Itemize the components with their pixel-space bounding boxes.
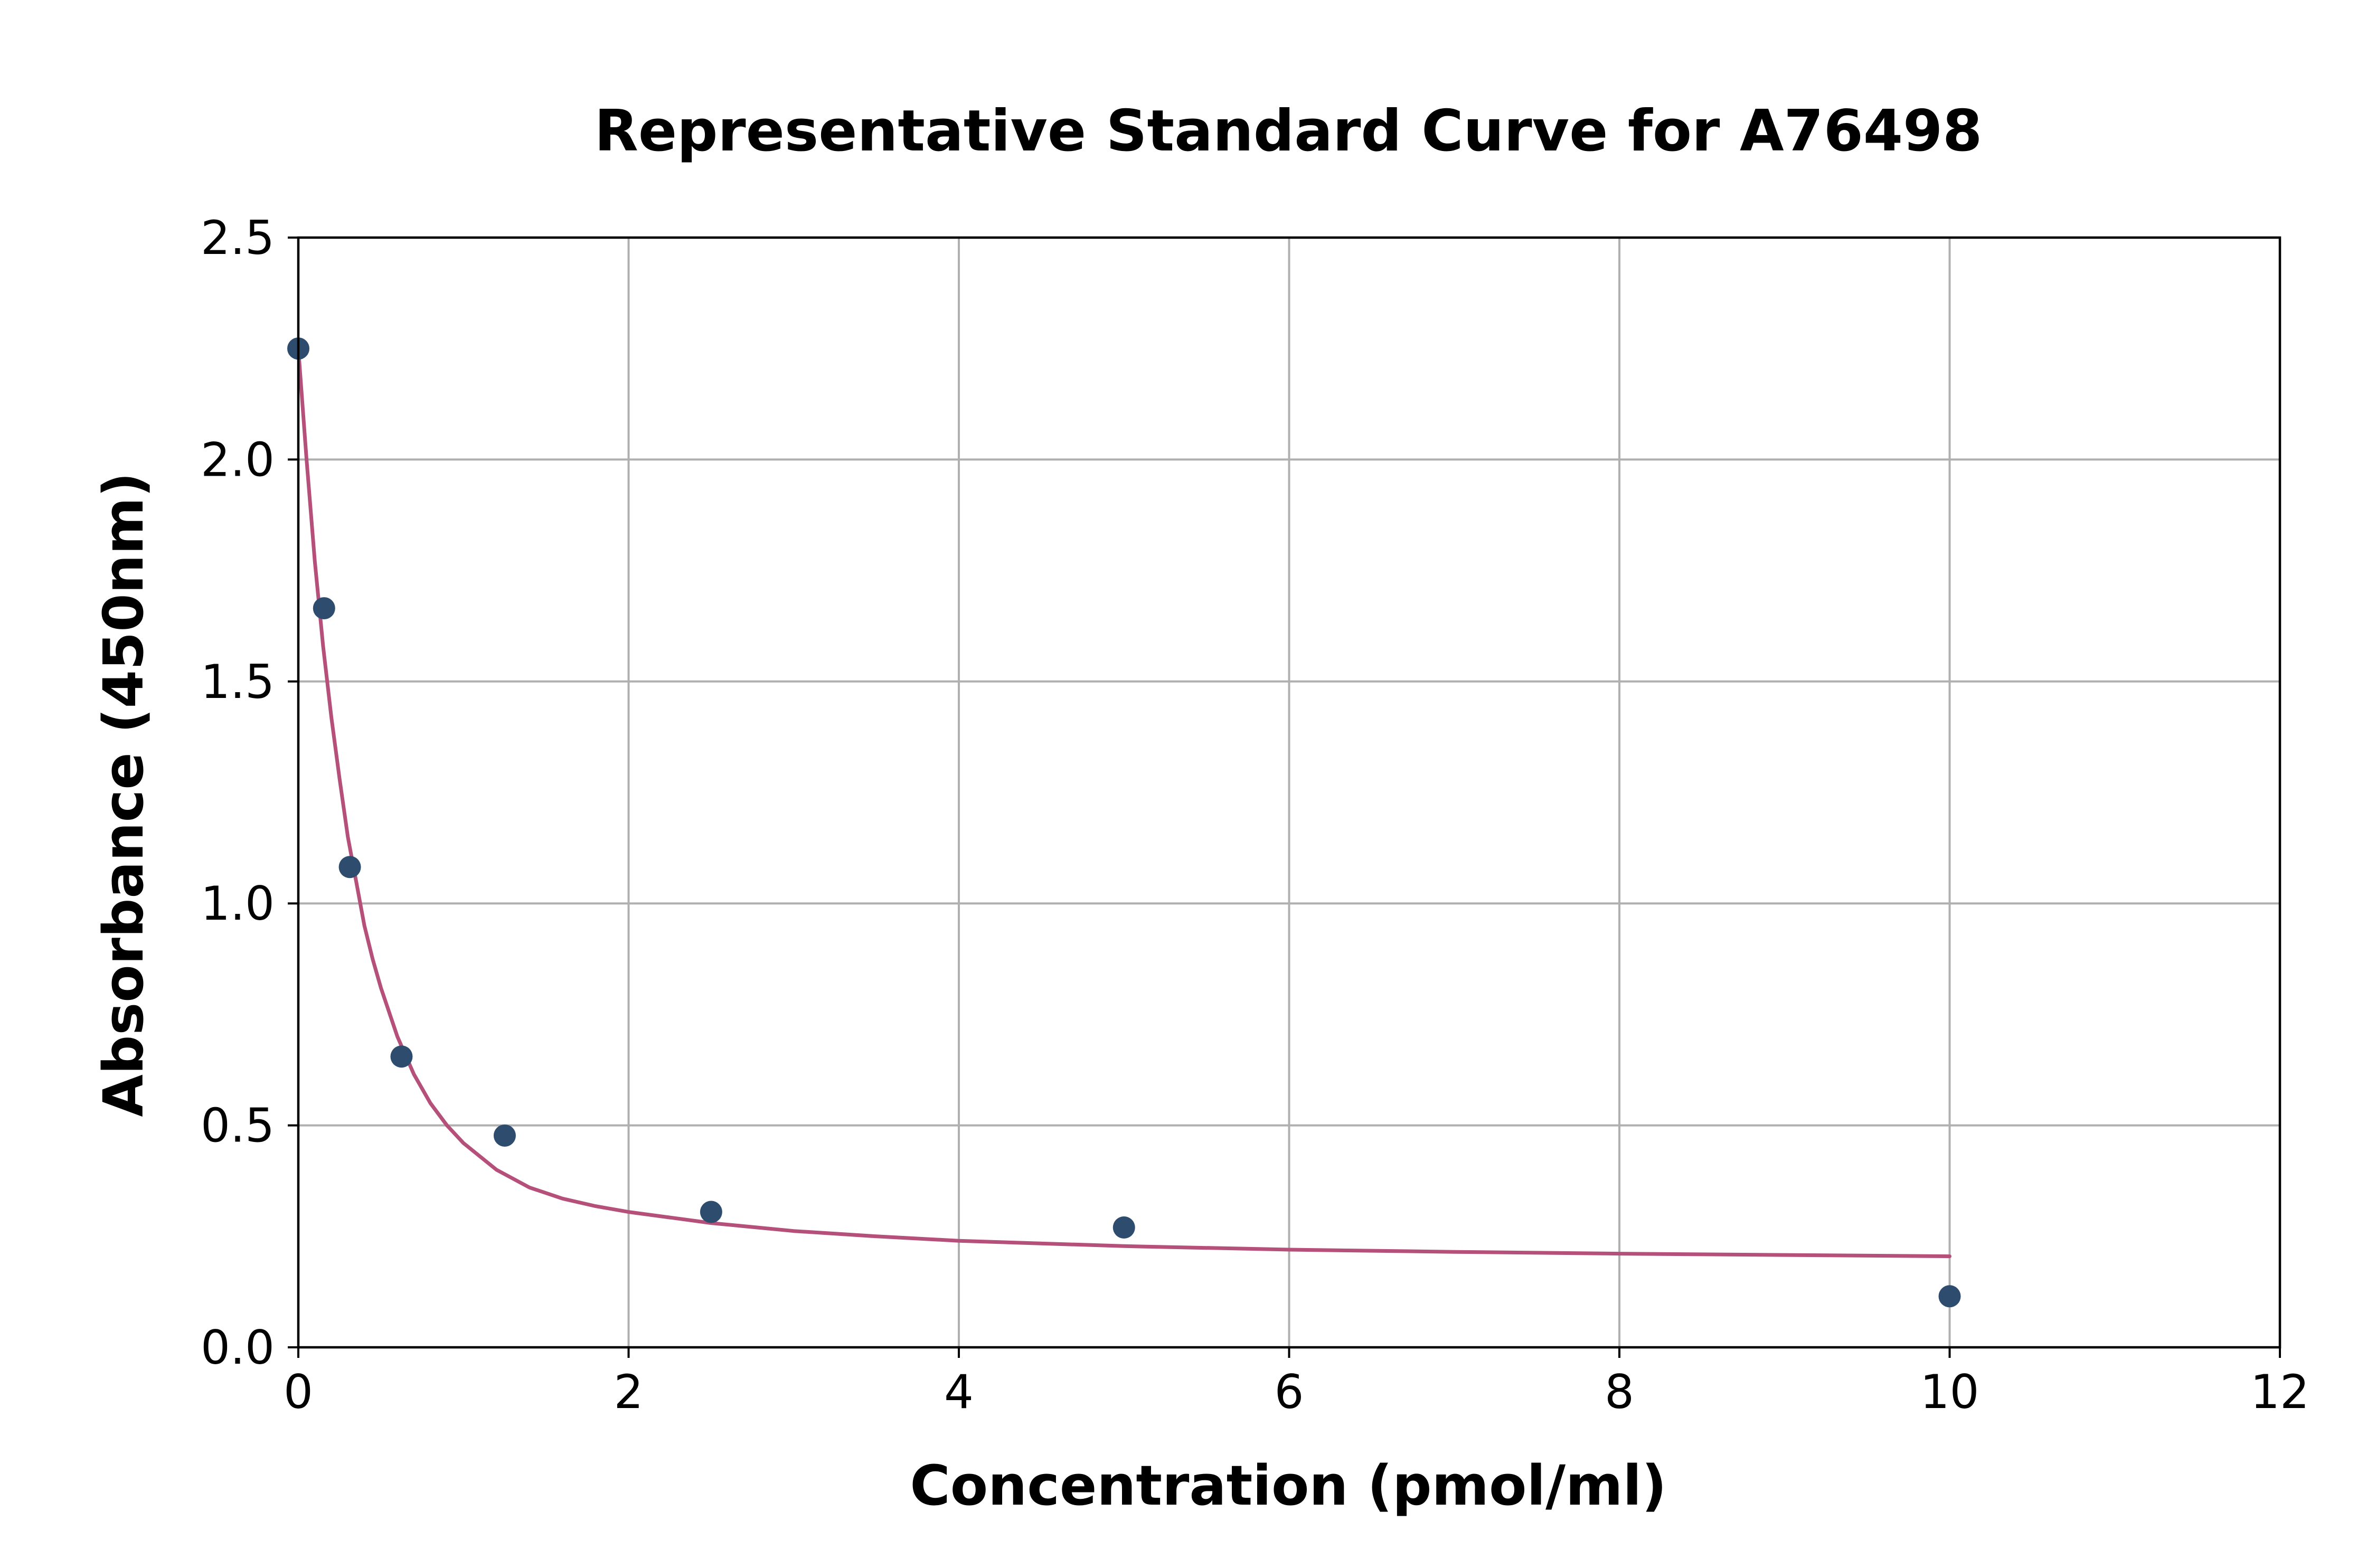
axis-ticks bbox=[288, 237, 2281, 1358]
data-point bbox=[1112, 1216, 1135, 1239]
y-tick-label: 0.5 bbox=[201, 1099, 275, 1153]
x-tick-label: 6 bbox=[1275, 1365, 1304, 1419]
x-tick-label: 8 bbox=[1605, 1365, 1634, 1419]
x-tick-label: 12 bbox=[2250, 1365, 2309, 1419]
data-point bbox=[1938, 1285, 1961, 1308]
data-points-layer bbox=[287, 337, 1961, 1308]
fit-curve bbox=[296, 346, 1951, 1259]
data-point bbox=[493, 1124, 516, 1147]
y-tick-label: 1.5 bbox=[201, 655, 275, 709]
y-tick-labels: 0.0 0.5 1.0 1.5 2.0 2.5 bbox=[201, 211, 275, 1375]
data-point bbox=[338, 856, 361, 879]
data-point bbox=[700, 1201, 722, 1223]
y-tick-label: 1.0 bbox=[201, 876, 275, 931]
chart-title: Representative Standard Curve for A76498 bbox=[595, 98, 1983, 164]
x-tick-label: 2 bbox=[614, 1365, 644, 1419]
y-tick-label: 2.0 bbox=[201, 432, 275, 487]
data-point bbox=[313, 597, 335, 620]
x-tick-label: 0 bbox=[284, 1365, 313, 1419]
x-axis-label: Concentration (pmol/ml) bbox=[910, 1453, 1666, 1518]
x-tick-label: 4 bbox=[944, 1365, 974, 1419]
y-tick-label: 2.5 bbox=[201, 211, 275, 265]
y-axis-label: Absorbance (450nm) bbox=[91, 472, 156, 1117]
x-tick-labels: 0 2 4 6 8 10 12 bbox=[284, 1365, 2309, 1419]
data-point bbox=[390, 1045, 413, 1068]
fit-curve-layer bbox=[296, 346, 1951, 1259]
grid-lines bbox=[297, 237, 2281, 1348]
y-tick-label: 0.0 bbox=[201, 1320, 275, 1375]
x-tick-label: 10 bbox=[1920, 1365, 1979, 1419]
